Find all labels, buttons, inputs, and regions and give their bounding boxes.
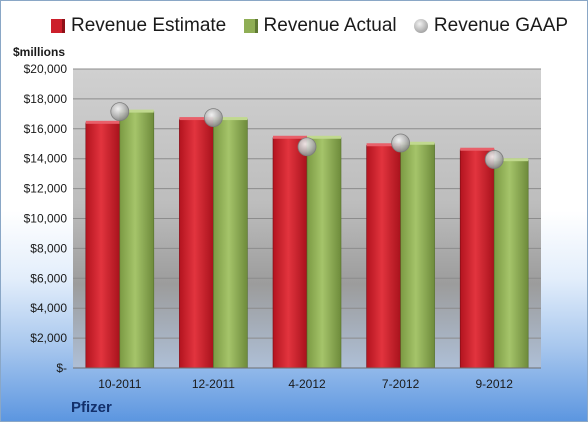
bar-estimate	[272, 137, 308, 369]
gaap-marker	[110, 102, 130, 122]
x-tick-label: 10-2011	[98, 377, 141, 391]
bar-actual	[493, 159, 529, 369]
y-tick-label: $14,000	[24, 152, 68, 166]
company-name: Pfizer	[71, 399, 112, 416]
y-tick-label: $16,000	[24, 122, 68, 136]
gaap-marker	[297, 137, 317, 157]
bar-estimate-cap	[273, 135, 307, 139]
x-tick-label: 4-2012	[288, 377, 326, 391]
bar-estimate-cap	[460, 147, 495, 151]
y-axis-unit-label: $millions	[13, 45, 66, 59]
y-tick-label: $18,000	[24, 92, 68, 106]
bar-estimate-cap	[85, 120, 120, 124]
y-tick-label: $10,000	[24, 212, 68, 226]
legend-swatch-actual	[243, 19, 258, 33]
bar-estimate	[179, 118, 214, 369]
legend-item-estimate: Revenue Estimate	[51, 15, 226, 37]
y-tick-label: $6,000	[30, 271, 67, 285]
bar-actual-cap	[307, 135, 341, 139]
y-tick-label: $4,000	[30, 301, 67, 315]
legend-label-actual: Revenue Actual	[263, 15, 397, 36]
bar-actual	[306, 137, 342, 369]
bar-estimate	[459, 149, 495, 369]
bar-estimate	[85, 122, 121, 369]
gaap-marker	[484, 150, 504, 169]
x-tick-label: 9-2012	[476, 377, 514, 391]
bar-actual	[119, 111, 155, 369]
x-axis-ticks: 10-2011 12-2011 4-2012 7-2012 9-2012	[73, 367, 541, 391]
bar-estimate	[366, 144, 401, 369]
legend-item-gaap: Revenue GAAP	[413, 15, 569, 37]
bar-actual-cap	[400, 141, 435, 145]
bar-actual-cap	[213, 117, 248, 121]
chart-legend: Revenue Estimate Revenue Actual Revenue …	[51, 15, 580, 39]
bar-actual-cap	[494, 158, 529, 162]
gaap-marker	[203, 108, 223, 127]
x-tick-label: 7-2012	[382, 377, 420, 391]
bar-estimate-cap	[366, 143, 401, 147]
x-tick-label: 12-2011	[192, 377, 235, 391]
gaap-marker	[391, 133, 411, 153]
gaap-markers	[110, 102, 504, 169]
legend-marker-gaap	[413, 19, 428, 33]
legend-swatch-estimate	[51, 19, 65, 33]
bar-actual-cap	[119, 109, 154, 113]
y-tick-label: $8,000	[30, 241, 67, 255]
y-tick-label: $2,000	[30, 331, 67, 345]
bar-actual	[213, 118, 248, 369]
legend-label-gaap: Revenue GAAP	[433, 15, 569, 36]
legend-item-actual: Revenue Actual	[243, 15, 397, 37]
y-tick-label: $20,000	[24, 62, 68, 76]
y-axis-ticks: $- $2,000 $4,000 $6,000 $8,000 $10,000 $12,000…	[24, 62, 68, 375]
bar-actual	[400, 143, 435, 369]
bar-series	[85, 109, 529, 369]
y-tick-label: $-	[56, 361, 67, 375]
y-tick-label: $12,000	[24, 182, 68, 196]
legend-label-estimate: Revenue Estimate	[71, 15, 227, 36]
bar-estimate-cap	[179, 117, 214, 121]
